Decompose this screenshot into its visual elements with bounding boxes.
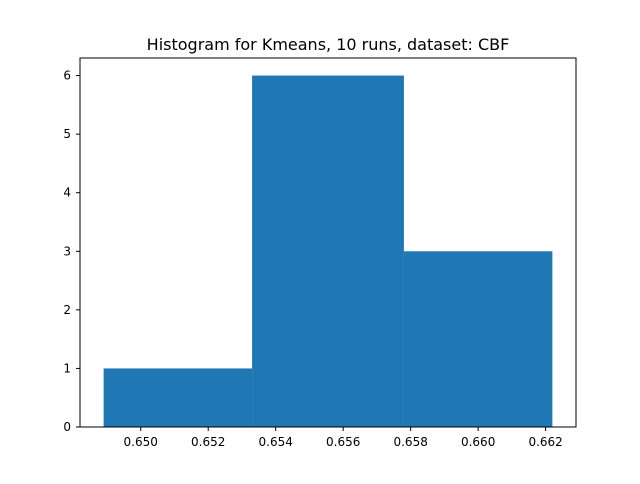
y-tick-label: 3 <box>63 244 71 258</box>
y-tick-label: 4 <box>63 186 71 200</box>
x-tick-label: 0.650 <box>124 435 158 449</box>
y-tick-label: 5 <box>63 127 71 141</box>
y-axis: 0 1 2 3 4 5 6 <box>63 69 80 434</box>
chart-title: Histogram for Kmeans, 10 runs, dataset: … <box>147 35 510 54</box>
x-tick-label: 0.662 <box>528 435 562 449</box>
x-tick-label: 0.658 <box>393 435 427 449</box>
x-axis: 0.650 0.652 0.654 0.656 0.658 0.660 0.662 <box>124 427 563 449</box>
y-tick-label: 1 <box>63 361 71 375</box>
histogram-bar-1 <box>103 368 253 427</box>
y-tick-label: 6 <box>63 69 71 83</box>
bars-group <box>103 75 553 428</box>
x-tick-label: 0.652 <box>191 435 225 449</box>
y-tick-label: 0 <box>63 420 71 434</box>
histogram-bar-2 <box>252 75 404 428</box>
x-tick-label: 0.656 <box>326 435 360 449</box>
plot-frame <box>79 57 577 428</box>
x-tick-label: 0.654 <box>259 435 293 449</box>
y-tick-label: 2 <box>63 303 71 317</box>
x-tick-label: 0.660 <box>461 435 495 449</box>
histogram-bar-3 <box>403 251 553 427</box>
